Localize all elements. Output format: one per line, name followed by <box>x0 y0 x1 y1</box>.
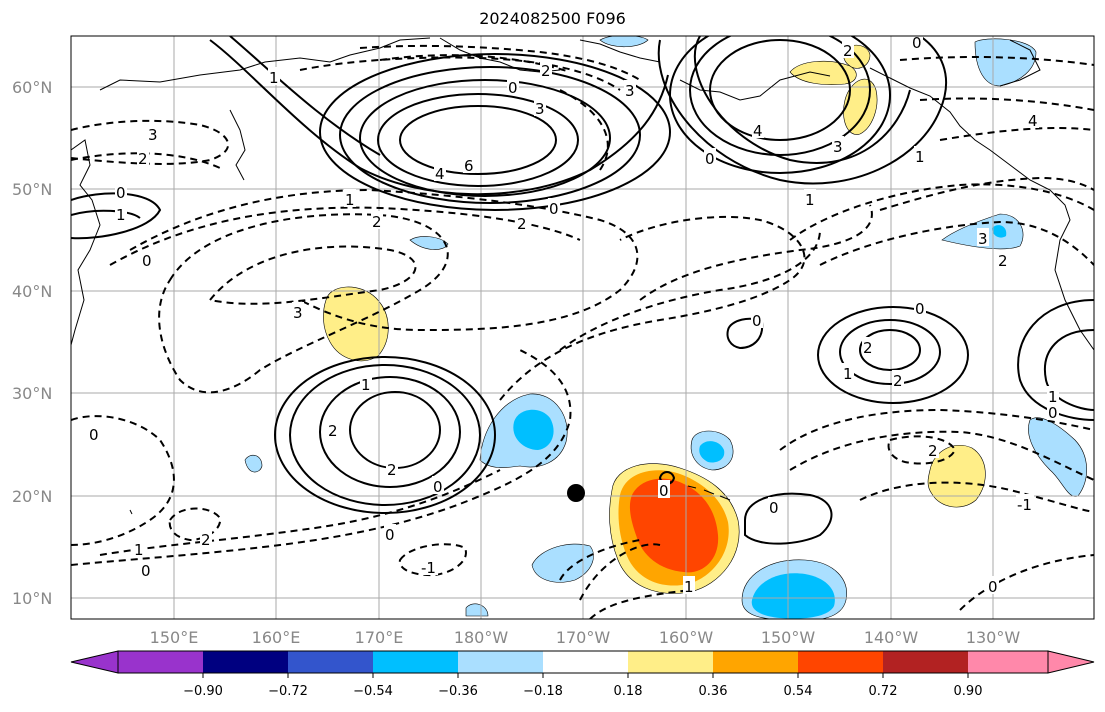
map-area: 3 2 0 1 0 2 1 0 3 4 6 2 0 2 <box>71 34 1094 619</box>
contour-label: -1 <box>421 559 436 577</box>
contour-label: 1 <box>345 191 355 209</box>
contour-labels: 3 2 0 1 0 2 1 0 3 4 6 2 0 2 <box>88 34 1059 596</box>
contour-label: 0 <box>141 562 151 580</box>
contour-label: 1 <box>684 578 694 596</box>
contour-label: 1 <box>269 69 279 87</box>
lon-label: 130°W <box>966 628 1021 647</box>
colorbar-segment <box>883 651 968 673</box>
contour-label: 0 <box>433 478 443 496</box>
colorbar-tick-label: −0.18 <box>523 684 563 699</box>
lat-label: 60°N <box>12 78 52 97</box>
lon-label: 170°E <box>355 628 404 647</box>
lon-label: 150°W <box>761 628 816 647</box>
contour-label: 2 <box>893 372 903 390</box>
contour-label: 1 <box>1048 388 1058 406</box>
colorbar-segment <box>713 651 798 673</box>
lat-label: 10°N <box>12 589 52 608</box>
contour-label: 0 <box>752 312 762 330</box>
contour-label: 4 <box>753 122 763 140</box>
contour-label: 0 <box>116 184 126 202</box>
contour-label: 0 <box>549 200 559 218</box>
colorbar-segment-under <box>70 650 119 674</box>
contour-label: 3 <box>978 230 988 248</box>
lon-label: 160°W <box>659 628 714 647</box>
storm-center-dot <box>567 484 585 502</box>
contour-label: 2 <box>541 62 551 80</box>
colorbar-segment <box>118 651 203 673</box>
contour-label: 0 <box>659 482 669 500</box>
contour-label: 1 <box>915 148 925 166</box>
map-frame <box>70 35 1095 620</box>
contour-label: 6 <box>464 157 474 175</box>
colorbar-segment <box>203 651 288 673</box>
contour-label: 2 <box>843 42 853 60</box>
contour-label: 0 <box>705 150 715 168</box>
contour-label: 0 <box>912 34 922 52</box>
colorbar-tick-label: −0.90 <box>183 684 223 699</box>
contour-label: 1 <box>805 191 815 209</box>
longitude-labels: 150°E 160°E 170°E 180°W 170°W 160°W 150°… <box>150 628 1021 647</box>
lat-label: 40°N <box>12 282 52 301</box>
map-title: 2024082500 F096 <box>479 9 626 28</box>
contour-label: 0 <box>142 252 152 270</box>
contour-label: 0 <box>915 300 925 318</box>
lon-label: 140°W <box>864 628 919 647</box>
contour-label: 0 <box>508 79 518 97</box>
contour-label: 2 <box>372 213 382 231</box>
lon-label: 170°W <box>556 628 611 647</box>
contour-label: 3 <box>293 304 303 322</box>
contour-label: 2 <box>201 531 211 549</box>
contour-label: 1 <box>134 541 144 559</box>
colorbar-segment <box>798 651 883 673</box>
contour-label: 2 <box>928 442 938 460</box>
colorbar-segment <box>968 651 1048 673</box>
contour-label: 0 <box>385 526 395 544</box>
lon-label: 180°W <box>454 628 509 647</box>
contour-label: 0 <box>769 499 779 517</box>
contour-label: 0 <box>89 426 99 444</box>
colorbar-tick-label: −0.36 <box>438 684 478 699</box>
colorbar-tick-label: −0.72 <box>268 684 308 699</box>
lon-label: 150°E <box>150 628 199 647</box>
colorbar-segment-over <box>1047 650 1095 674</box>
contour-label: 0 <box>1048 404 1058 422</box>
colorbar-tick-label: 0.72 <box>869 684 898 699</box>
colorbar-segment <box>288 651 373 673</box>
contour-label: 2 <box>863 339 873 357</box>
colorbar-segment <box>458 651 543 673</box>
lat-label: 50°N <box>12 180 52 199</box>
contour-label: 3 <box>148 126 158 144</box>
contour-label: -1 <box>1017 496 1032 514</box>
contour-label: 1 <box>361 376 371 394</box>
colorbar: −0.90 −0.72 −0.54 −0.36 −0.18 0.18 0.36 … <box>70 650 1095 699</box>
contour-label: 2 <box>328 422 338 440</box>
contour-label: 2 <box>998 252 1008 270</box>
colorbar-tick-label: −0.54 <box>353 684 393 699</box>
colorbar-tick-label: 0.90 <box>954 684 983 699</box>
contour-label: 3 <box>625 82 635 100</box>
colorbar-tick-label: 0.18 <box>614 684 643 699</box>
contour-label: 1 <box>843 365 853 383</box>
colorbar-ticks <box>202 673 969 678</box>
colorbar-segment <box>543 651 628 673</box>
lat-label: 20°N <box>12 487 52 506</box>
lon-label: 160°E <box>252 628 301 647</box>
contour-label: 3 <box>833 138 843 156</box>
contour-label: 4 <box>435 165 445 183</box>
colorbar-tick-label: 0.54 <box>784 684 813 699</box>
colorbar-tick-label: 0.36 <box>699 684 728 699</box>
contour-label: 4 <box>1028 112 1038 130</box>
contour-label: 2 <box>387 461 397 479</box>
lat-label: 30°N <box>12 384 52 403</box>
contour-label: 3 <box>535 100 545 118</box>
contour-label: 2 <box>138 150 148 168</box>
latitude-labels: 60°N 50°N 40°N 30°N 20°N 10°N <box>12 78 52 608</box>
colorbar-segment <box>628 651 713 673</box>
contour-label: 1 <box>116 206 126 224</box>
contour-label: 0 <box>988 578 998 596</box>
colorbar-segment <box>373 651 458 673</box>
contour-label: 2 <box>517 215 527 233</box>
